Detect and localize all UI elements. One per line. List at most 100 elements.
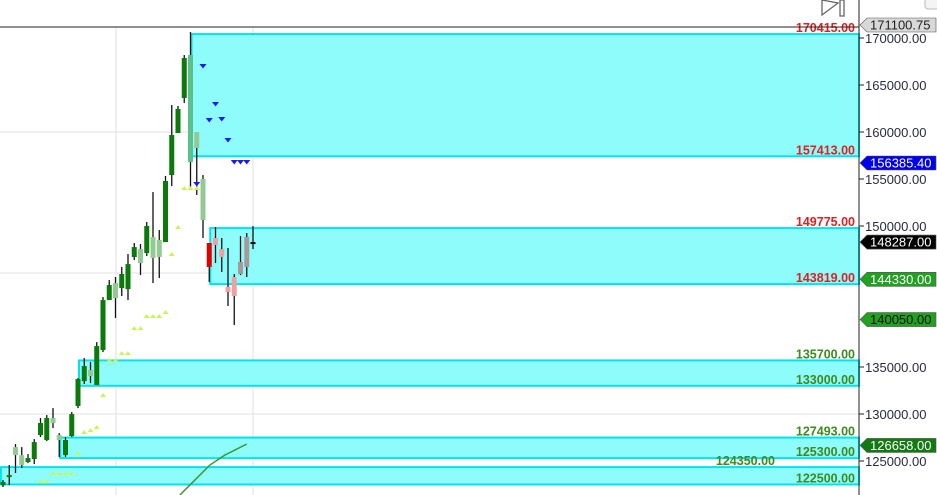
candle (156, 230, 162, 279)
candle-body (144, 226, 150, 254)
candle (13, 444, 18, 474)
candle-body (113, 283, 118, 299)
candle-body (200, 179, 206, 220)
candle-body (131, 247, 137, 258)
candle (38, 418, 43, 438)
price-tag: 171100.75 (859, 18, 937, 33)
candle (94, 342, 100, 386)
candle (44, 415, 50, 442)
candle-body (175, 108, 181, 134)
price-tag-shape (859, 271, 937, 287)
up-marker (68, 471, 75, 476)
up-marker (75, 451, 81, 456)
axis-tick-label: 150000.00 (865, 219, 926, 234)
up-marker (193, 186, 200, 191)
up-marker (106, 358, 113, 363)
zones (0, 33, 860, 486)
zone-bottom-label: 143819.00 (796, 271, 855, 285)
candle (25, 454, 31, 464)
candle-body (81, 366, 87, 382)
candle-body (138, 249, 143, 264)
up-marker (162, 310, 169, 315)
candle (200, 175, 206, 239)
axis-tick-label: 125000.00 (865, 454, 926, 469)
moving-average (179, 443, 248, 495)
candle (244, 233, 250, 278)
down-marker (205, 117, 213, 123)
candle-body (56, 435, 62, 441)
axis-tick-label: 165000.00 (865, 78, 926, 93)
up-marker (118, 351, 125, 356)
moving-average-line (179, 443, 248, 495)
candle (219, 238, 225, 273)
up-marker (56, 471, 63, 476)
candle (113, 277, 118, 319)
skip-to-end-icon[interactable] (821, 0, 845, 17)
price-axis[interactable]: 170000.00 165000.00 160000.00 155000.00 1500… (858, 0, 926, 495)
zone-top-label: 127493.00 (796, 425, 855, 439)
candle (238, 236, 243, 276)
candle (181, 55, 187, 104)
up-marker (156, 314, 163, 319)
candle-body (88, 370, 93, 377)
candle-body (6, 475, 12, 478)
candle-body (225, 287, 231, 293)
candle (131, 243, 137, 261)
up-marker (37, 479, 44, 484)
candle (150, 192, 156, 284)
axis-tick-label: 155000.00 (865, 172, 926, 187)
corner-button[interactable] (924, 0, 937, 10)
up-marker (131, 326, 138, 331)
candle-body (25, 458, 31, 463)
candle (213, 227, 218, 264)
candle-body (231, 277, 237, 297)
candle (125, 254, 131, 301)
candle (169, 105, 175, 187)
price-tag: 144330.00 (859, 271, 937, 287)
candle (225, 247, 231, 306)
supply-demand-zone (209, 227, 860, 286)
candle (231, 274, 237, 326)
candle (206, 243, 212, 283)
candle-body (31, 442, 37, 460)
price-tag-label: 156385.40 (870, 156, 931, 171)
candle (31, 439, 37, 465)
down-marker (237, 159, 244, 165)
price-tag: 156385.40 (859, 156, 937, 171)
up-marker (181, 186, 188, 191)
candle-body (106, 285, 112, 301)
price-tags: 171100.75 156385.40 148287.00 144330.00 1400… (859, 18, 937, 453)
up-marker (93, 425, 100, 430)
up-marker (143, 314, 150, 319)
candle (75, 378, 81, 409)
axis-tick-label: 135000.00 (865, 360, 926, 375)
up-marker (137, 326, 144, 331)
zone-bottom-label: 157413.00 (796, 143, 855, 157)
price-tag-label: 144330.00 (870, 272, 931, 287)
price-tag: 148287.00 (859, 235, 937, 250)
candle-body (38, 423, 43, 436)
price-tag-shape (859, 438, 937, 453)
candle-body (213, 238, 218, 245)
candle-body (250, 242, 256, 245)
candle (0, 480, 6, 488)
zone-top-label: 170415.00 (796, 21, 855, 35)
price-tag-shape (859, 312, 937, 327)
candle (138, 244, 143, 276)
axis-tick-label: 170000.00 (865, 31, 926, 46)
candle-body (163, 180, 168, 243)
candle (119, 266, 125, 297)
price-tag: 140050.00 (859, 312, 937, 327)
candle (188, 31, 193, 187)
candle-body (94, 346, 100, 386)
candle (69, 412, 75, 438)
axis-tick-label: 160000.00 (865, 125, 926, 140)
candle-body (169, 135, 175, 176)
down-marker (230, 159, 238, 165)
candle (50, 408, 56, 429)
candle-body (50, 418, 56, 424)
candle (250, 226, 256, 250)
up-marker (87, 428, 94, 433)
signal-markers (37, 64, 251, 484)
